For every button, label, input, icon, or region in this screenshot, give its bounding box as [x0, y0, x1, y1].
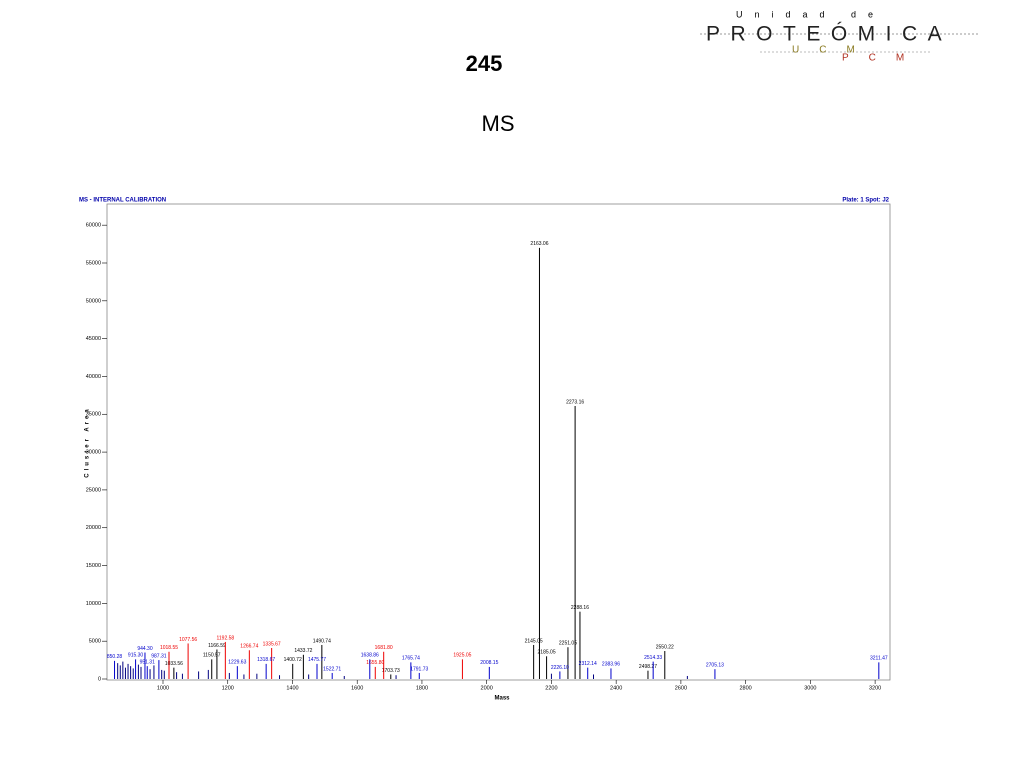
peak-label: 1522.71 — [323, 666, 341, 672]
peak-label: 1925.05 — [453, 653, 471, 659]
peak-label: 2273.16 — [566, 399, 584, 405]
y-tick-label: 30000 — [86, 450, 101, 456]
peak-label: 1638.86 — [361, 653, 379, 659]
x-tick-label: 1600 — [351, 685, 363, 691]
y-tick-label: 20000 — [86, 525, 101, 531]
peak-label: 1655.80 — [366, 660, 384, 666]
slide-title: 245 — [466, 51, 503, 76]
logo-line1: Unidad de — [736, 9, 885, 19]
peak-label: 1166.59 — [208, 643, 226, 649]
logo: Unidad de PROTEÓMICA UCM PCM — [700, 9, 980, 64]
peak-label: 2498.27 — [639, 664, 657, 670]
peak-label: 2163.06 — [530, 241, 548, 247]
y-tick-label: 60000 — [86, 223, 101, 229]
x-tick-label: 1000 — [157, 685, 169, 691]
x-tick-label: 2000 — [481, 685, 493, 691]
y-tick-label: 50000 — [86, 298, 101, 304]
y-tick-label: 25000 — [86, 487, 101, 493]
x-tick-label: 1200 — [222, 685, 234, 691]
peak-label: 2008.15 — [480, 660, 498, 666]
peak-label: 3211.47 — [870, 656, 888, 662]
x-tick-label: 2200 — [545, 685, 557, 691]
plate-label: Plate: 1 Spot: J2 — [842, 198, 889, 204]
peak-label: 2514.33 — [644, 655, 662, 661]
x-tick-label: 2600 — [675, 685, 687, 691]
x-tick-label: 3000 — [804, 685, 816, 691]
peak-label: 2705.13 — [706, 662, 724, 668]
y-tick-label: 40000 — [86, 374, 101, 380]
peak-label: 1490.74 — [313, 638, 331, 644]
peak-label: 2288.16 — [571, 605, 589, 611]
peak-label: 1033.56 — [165, 661, 183, 667]
x-tick-label: 1400 — [286, 685, 298, 691]
peak-label: 915.30 — [128, 653, 144, 659]
peak-label: 1765.74 — [402, 656, 420, 662]
peak-label: 1475.77 — [308, 657, 326, 663]
x-tick-label: 2800 — [740, 685, 752, 691]
peak-label: 1791.73 — [410, 666, 428, 672]
peak-label: 1150.57 — [203, 653, 221, 659]
logo-name: PROTEÓMICA — [706, 23, 952, 46]
logo-ucm: UCM — [792, 45, 875, 56]
peak-label: 2226.10 — [551, 665, 569, 671]
peak-label: 2383.96 — [602, 662, 620, 668]
peak-label: 944.30 — [137, 646, 153, 652]
peak-label: 987.31 — [151, 653, 167, 659]
y-axis-label: Cluster Area — [85, 406, 91, 477]
y-tick-label: 35000 — [86, 412, 101, 418]
slide-subtitle: MS — [482, 111, 515, 136]
peak-label: 850.28 — [107, 654, 123, 660]
x-tick-label: 3200 — [869, 685, 881, 691]
peak-label: 951.31 — [140, 659, 156, 665]
peak-label: 1400.72 — [284, 657, 302, 663]
x-axis-label: Mass — [494, 696, 510, 702]
y-tick-label: 0 — [98, 676, 101, 682]
peak-label: 1077.56 — [179, 637, 197, 643]
peak-label: 1703.73 — [382, 668, 400, 674]
peak-label: 1229.63 — [228, 659, 246, 665]
peak-label: 2145.05 — [525, 638, 543, 644]
peak-label: 2312.14 — [579, 661, 597, 667]
chart-title: MS - INTERNAL CALIBRATION — [79, 198, 166, 204]
y-tick-label: 55000 — [86, 260, 101, 266]
peak-label: 2251.05 — [559, 641, 577, 647]
peak-label: 1266.74 — [240, 644, 258, 650]
peak-label: 2185.05 — [538, 650, 556, 656]
peak-label: 2550.22 — [656, 644, 674, 650]
y-tick-label: 10000 — [86, 601, 101, 607]
peak-label: 1681.80 — [375, 645, 393, 651]
peak-label: 1318.67 — [257, 657, 275, 663]
x-tick-label: 1800 — [416, 685, 428, 691]
peak-label: 1433.72 — [294, 648, 312, 654]
plot-frame — [106, 203, 891, 681]
peak-label: 1335.67 — [263, 641, 281, 647]
peak-label: 1018.55 — [160, 645, 178, 651]
y-tick-label: 5000 — [89, 639, 101, 645]
peak-label: 1192.58 — [216, 635, 234, 641]
y-tick-label: 45000 — [86, 336, 101, 342]
logo-pcm: PCM — [842, 53, 924, 64]
x-tick-label: 2400 — [610, 685, 622, 691]
y-tick-label: 15000 — [86, 563, 101, 569]
